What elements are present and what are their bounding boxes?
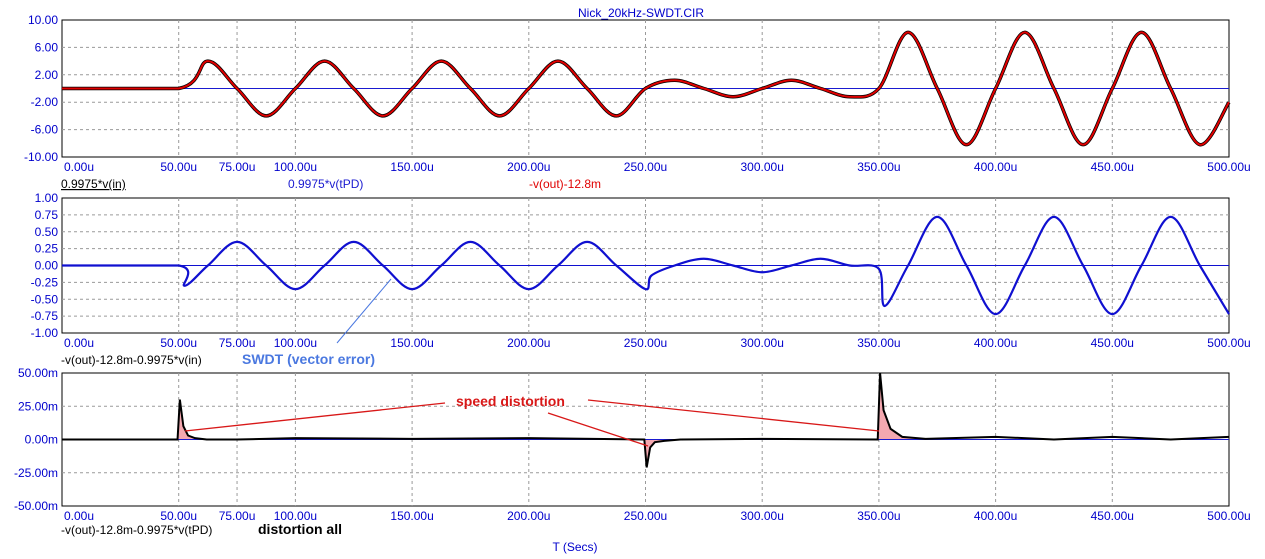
x-tick-label: 400.00u [974,336,1017,350]
y-tick-label: 0.00 [35,259,59,273]
distortion-fill [644,439,681,468]
x-tick-label: 0.00u [64,509,94,523]
y-tick-label: -1.00 [31,326,59,340]
y-tick-label: 10.00 [28,13,58,27]
legend-v-in: 0.9975*v(in) [61,177,126,191]
distortion-plot-legend: -v(out)-12.8m-0.9975*v(tPD) distortion a… [61,393,880,537]
y-tick-label: -6.00 [31,123,59,137]
swdt-annotation: SWDT (vector error) [242,351,375,367]
y-tick-label: -10.00 [24,150,58,164]
x-tick-label: 300.00u [741,160,784,174]
x-tick-label: 250.00u [624,160,667,174]
distortion-plot-panel: 0.00u 50.00u 75.00u 100.00u 150.00u 200.00u 25… [14,366,1251,523]
y-tick-label: -0.50 [31,292,59,306]
legend-v-tpd: 0.9975*v(tPD) [288,177,363,191]
legend-vector-error: -v(out)-12.8m-0.9975*v(in) [61,353,202,367]
x-tick-label: 100.00u [274,509,317,523]
speed-distortion-pointer-c [587,399,880,432]
x-tick-label: 150.00u [390,509,433,523]
x-tick-label: 400.00u [974,509,1017,523]
error-plot-legend: -v(out)-12.8m-0.9975*v(in) SWDT (vector … [61,278,392,367]
x-tick-label: 50.00u [160,509,197,523]
y-tick-label: 0.50 [35,225,59,239]
speed-distortion-pointer-b [547,412,649,447]
x-tick-label: 0.00u [64,160,94,174]
x-tick-label: 500.00u [1207,336,1250,350]
x-tick-label: 75.00u [219,160,256,174]
x-tick-label: 500.00u [1207,160,1250,174]
x-tick-label: 150.00u [390,160,433,174]
distortion-all-annotation: distortion all [258,521,342,537]
speed-distortion-annotation: speed distortion [456,393,565,409]
x-tick-label: 50.00u [160,160,197,174]
x-tick-label: 150.00u [390,336,433,350]
distortion-fill [877,373,926,440]
x-tick-label: 250.00u [624,336,667,350]
y-tick-label: -0.25 [31,275,59,289]
x-tick-label: 0.00u [64,336,94,350]
series-line-vector-error [62,215,1230,316]
y-tick-label: -0.75 [31,309,59,323]
x-tick-label: 500.00u [1207,509,1250,523]
legend-distortion: -v(out)-12.8m-0.9975*v(tPD) [61,523,212,537]
x-tick-label: 300.00u [741,509,784,523]
x-tick-label: 200.00u [507,160,550,174]
x-tick-label: 450.00u [1091,160,1134,174]
chart-title: Nick_20kHz-SWDT.CIR [578,6,704,20]
y-tick-label: 0.00m [25,433,58,447]
y-tick-label: 0.25 [35,242,59,256]
error-plot-panel: 0.00u 50.00u 75.00u 100.00u 150.00u 200.00u 25… [31,191,1251,350]
x-tick-label: 350.00u [857,509,900,523]
y-tick-label: 25.00m [18,399,58,413]
x-tick-label: 450.00u [1091,336,1134,350]
series-line-distortion [62,372,1230,468]
y-tick-label: 1.00 [35,191,59,205]
y-tick-label: 50.00m [18,366,58,380]
x-tick-label: 200.00u [507,509,550,523]
legend-v-out: -v(out)-12.8m [529,177,601,191]
series-line-v-out [62,31,1230,146]
y-tick-label: 6.00 [35,40,59,54]
x-tick-label: 75.00u [219,509,256,523]
y-tick-label: -50.00m [14,499,58,513]
x-tick-label: 200.00u [507,336,550,350]
speed-distortion-pointer-a [184,402,446,432]
x-tick-label: 350.00u [857,160,900,174]
y-tick-label: 0.75 [35,208,59,222]
y-tick-label: -2.00 [31,95,59,109]
x-tick-label: 300.00u [741,336,784,350]
x-axis-title: T (Secs) [552,540,597,554]
voltage-plot-panel: 0.00u 50.00u 75.00u 100.00u 150.00u 200.00u 25… [24,13,1251,174]
x-tick-label: 75.00u [219,336,256,350]
x-tick-label: 450.00u [1091,509,1134,523]
x-tick-label: 250.00u [624,509,667,523]
x-tick-label: 100.00u [274,160,317,174]
x-tick-label: 350.00u [857,336,900,350]
x-tick-label: 50.00u [160,336,197,350]
y-tick-label: -25.00m [14,466,58,480]
voltage-plot-legend: 0.9975*v(in) 0.9975*v(tPD) -v(out)-12.8m [61,177,601,191]
x-tick-label: 400.00u [974,160,1017,174]
x-tick-label: 100.00u [274,336,317,350]
y-tick-label: 2.00 [35,68,59,82]
swdt-annotation-pointer [336,278,392,344]
